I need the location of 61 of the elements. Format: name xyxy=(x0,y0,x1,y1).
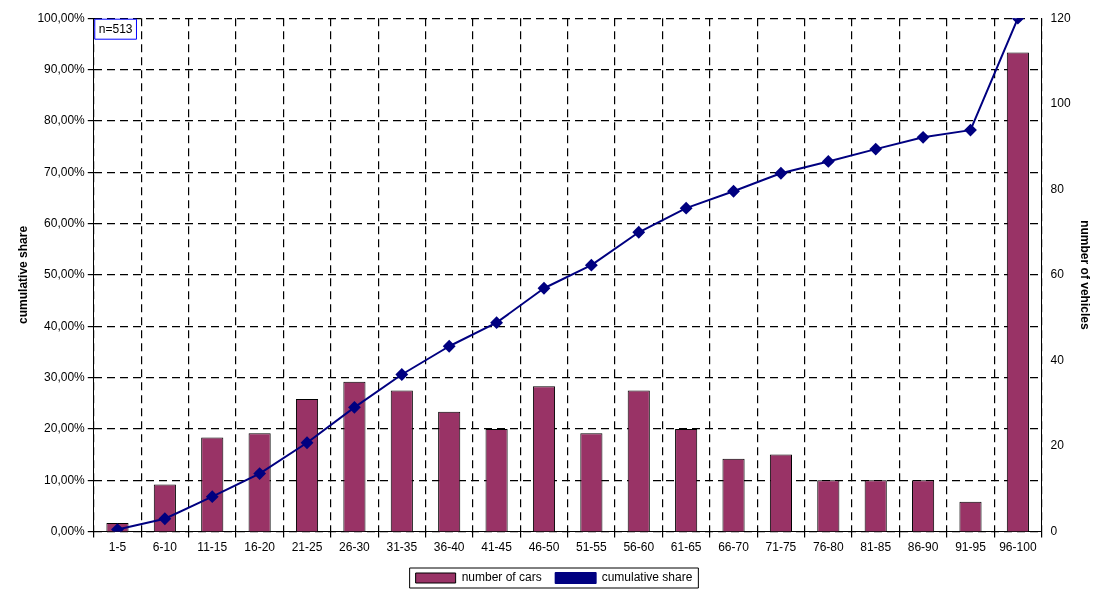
x-tick-label: 86-90 xyxy=(907,540,939,555)
y-tick-label: 70,00% xyxy=(44,164,86,179)
y-tick-label: 60,00% xyxy=(44,215,86,230)
point xyxy=(348,401,361,414)
y2-tick-label: 80 xyxy=(1050,181,1065,196)
legend-label: cumulative share xyxy=(601,570,693,585)
y-tick-label: 80,00% xyxy=(44,113,86,128)
point xyxy=(680,202,693,215)
y-axis-title: cumulative share xyxy=(15,225,30,324)
point xyxy=(158,512,171,525)
y-tick-label: 20,00% xyxy=(44,421,86,436)
y2-tick-label: 40 xyxy=(1050,352,1065,367)
x-tick-label: 71-75 xyxy=(765,540,797,555)
point xyxy=(443,340,456,353)
annotation: n=513 xyxy=(98,21,133,36)
point xyxy=(537,282,550,295)
x-tick-label: 36-40 xyxy=(433,540,465,555)
y2-tick-label: 60 xyxy=(1050,267,1065,282)
point xyxy=(964,124,977,137)
point xyxy=(727,185,740,198)
y-tick-label: 0,00% xyxy=(50,523,86,538)
x-tick-label: 41-45 xyxy=(481,540,513,555)
y2-tick-label: 120 xyxy=(1050,10,1071,25)
x-tick-label: 56-60 xyxy=(623,540,655,555)
point xyxy=(917,131,930,144)
point xyxy=(774,167,787,180)
y2-tick-label: 20 xyxy=(1050,438,1065,453)
x-tick-label: 91-95 xyxy=(955,540,987,555)
x-tick-label: 46-50 xyxy=(528,540,560,555)
point xyxy=(585,259,598,272)
x-tick-label: 66-70 xyxy=(718,540,750,555)
x-tick-label: 31-35 xyxy=(386,540,418,555)
y-tick-label: 10,00% xyxy=(44,472,86,487)
y-tick-label: 30,00% xyxy=(44,369,86,384)
x-tick-label: 81-85 xyxy=(860,540,892,555)
point xyxy=(869,143,882,156)
point xyxy=(490,316,503,329)
y2-axis-title: number of vehicles xyxy=(1078,220,1093,330)
y-tick-label: 50,00% xyxy=(44,267,86,282)
y2-tick-label: 0 xyxy=(1050,523,1058,538)
x-tick-label: 21-25 xyxy=(291,540,323,555)
x-tick-label: 16-20 xyxy=(244,540,276,555)
x-tick-label: 1-5 xyxy=(108,540,127,555)
point xyxy=(395,368,408,381)
x-tick-label: 26-30 xyxy=(339,540,371,555)
point xyxy=(822,155,835,168)
point xyxy=(632,226,645,239)
x-tick-label: 96-100 xyxy=(999,540,1037,555)
x-tick-label: 51-55 xyxy=(576,540,608,555)
legend-label: number of cars xyxy=(461,570,542,585)
point xyxy=(253,467,266,480)
y-tick-label: 90,00% xyxy=(44,61,86,76)
y-tick-label: 40,00% xyxy=(44,318,86,333)
x-tick-label: 11-15 xyxy=(197,540,228,555)
x-tick-label: 61-65 xyxy=(670,540,702,555)
y2-tick-label: 100 xyxy=(1050,96,1071,111)
y-tick-label: 100,00% xyxy=(37,10,86,25)
point xyxy=(206,490,219,503)
x-tick-label: 76-80 xyxy=(812,540,844,555)
point xyxy=(301,436,314,449)
x-tick-label: 6-10 xyxy=(152,540,178,555)
